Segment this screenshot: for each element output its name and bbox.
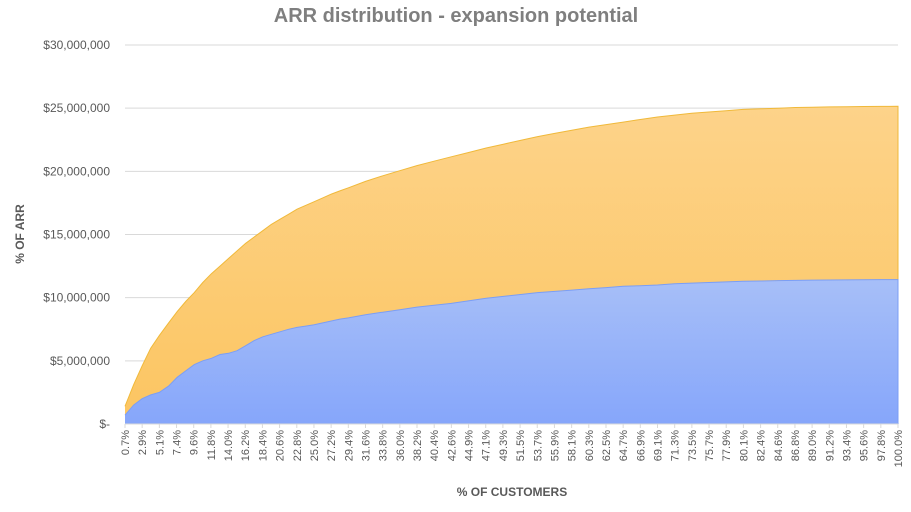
x-tick-label: 40.4% (429, 430, 441, 461)
x-axis: 0.7% 2.9% 5.1% 7.4% 9.6% 11.8% 14.0% 16.2% 18.4%… (120, 423, 905, 468)
x-tick-label: 73.5% (687, 430, 699, 461)
x-tick-label: 100.0% (893, 430, 905, 468)
x-tick-label: 18.4% (257, 430, 269, 461)
x-tick-label: 84.6% (773, 430, 785, 461)
x-tick-label: 82.4% (756, 430, 768, 461)
x-tick-label: 55.9% (549, 430, 561, 461)
x-tick-label: 71.3% (670, 430, 682, 461)
x-tick-label: 51.5% (515, 430, 527, 461)
x-tick-label: 25.0% (309, 430, 321, 461)
x-tick-label: 47.1% (481, 430, 493, 461)
x-tick-label: 91.2% (824, 430, 836, 461)
y-tick-label: $10,000,000 (43, 291, 110, 305)
x-tick-label: 80.1% (738, 430, 750, 461)
y-tick-label: $20,000,000 (43, 164, 110, 178)
x-tick-label: 53.7% (532, 430, 544, 461)
chart-title: ARR distribution - expansion potential (274, 5, 638, 27)
area-series-current-line (124, 279, 899, 424)
y-axis: $- $5,000,000 $10,000,000 $15,000,000 $20,00… (43, 38, 110, 431)
y-tick-label: $- (99, 417, 110, 431)
x-tick-label: 75.7% (704, 430, 716, 461)
x-tick-label: 69.1% (653, 430, 665, 461)
x-tick-label: 58.1% (567, 430, 579, 461)
x-tick-label: 33.8% (378, 430, 390, 461)
x-tick-label: 95.6% (859, 430, 871, 461)
x-tick-label: 49.3% (498, 430, 510, 461)
x-tick-label: 9.6% (189, 430, 201, 455)
x-tick-label: 97.8% (876, 430, 888, 461)
x-tick-label: 66.9% (635, 430, 647, 461)
x-tick-label: 60.3% (584, 430, 596, 461)
x-tick-label: 89.0% (807, 430, 819, 461)
x-tick-label: 29.4% (343, 430, 355, 461)
x-tick-label: 93.4% (842, 430, 854, 461)
y-axis-title: % OF ARR (13, 204, 27, 264)
x-tick-label: 2.9% (137, 430, 149, 455)
series-layer (124, 105, 899, 425)
x-tick-label: 5.1% (154, 430, 166, 455)
x-tick-label: 20.6% (275, 430, 287, 461)
area-series-potential-line (124, 105, 899, 424)
x-tick-label: 0.7% (120, 430, 132, 455)
x-tick-label: 31.6% (361, 430, 373, 461)
x-tick-label: 36.0% (395, 430, 407, 461)
x-tick-label: 7.4% (172, 430, 184, 455)
x-tick-label: 16.2% (240, 430, 252, 461)
area-series-current (125, 279, 898, 424)
x-tick-label: 22.8% (292, 430, 304, 461)
y-tick-label: $15,000,000 (43, 228, 110, 242)
x-tick-label: 27.2% (326, 430, 338, 461)
x-tick-label: 62.5% (601, 430, 613, 461)
y-tick-label: $30,000,000 (43, 38, 110, 52)
y-tick-label: $25,000,000 (43, 101, 110, 115)
x-tick-label: 42.6% (446, 430, 458, 461)
x-axis-title: % OF CUSTOMERS (457, 485, 567, 499)
x-tick-label: 77.9% (721, 430, 733, 461)
x-tick-label: 14.0% (223, 430, 235, 461)
y-tick-label: $5,000,000 (50, 354, 110, 368)
x-tick-label: 86.8% (790, 430, 802, 461)
x-tick-label: 44.9% (464, 430, 476, 461)
x-tick-label: 11.8% (206, 430, 218, 461)
x-tick-label: 38.2% (412, 430, 424, 461)
x-tick-label: 64.7% (618, 430, 630, 461)
